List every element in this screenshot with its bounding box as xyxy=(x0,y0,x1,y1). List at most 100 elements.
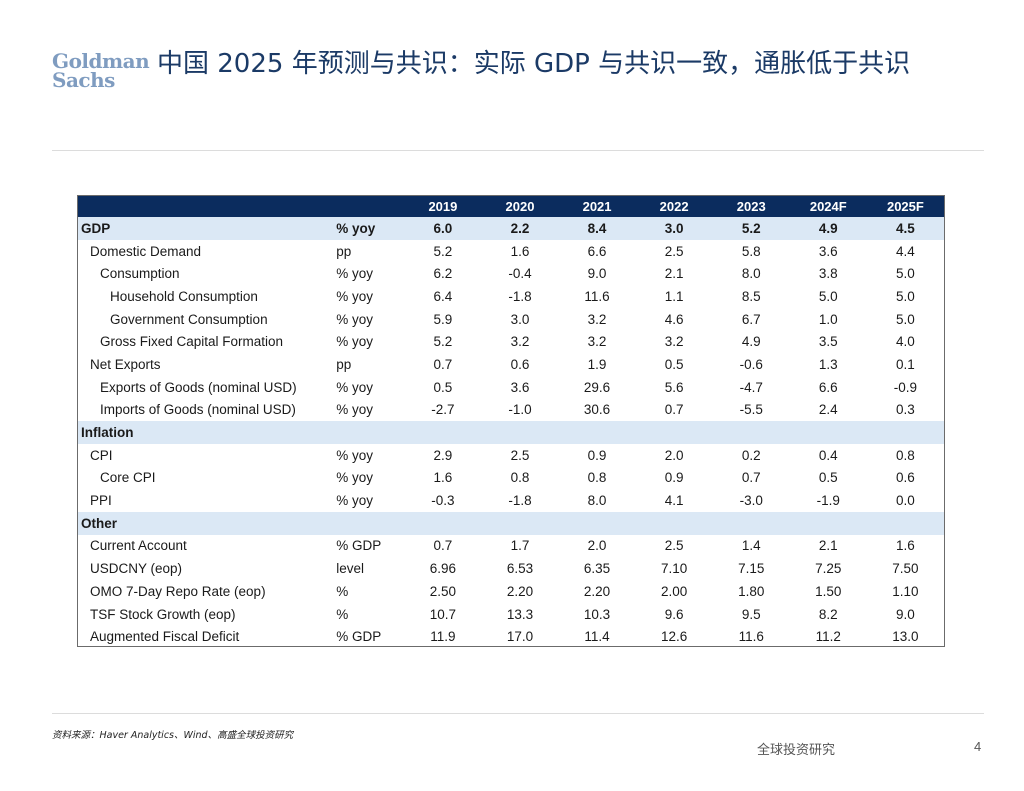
value-cell: 11.9 xyxy=(430,629,456,645)
value-cell: 17.0 xyxy=(506,629,534,645)
table-row: Current Account % GDP 0.7 1.7 2.0 2.5 1.4 2.1 1.… xyxy=(78,535,944,558)
value-cell: 5.2 xyxy=(433,334,453,350)
value-cell xyxy=(789,511,867,535)
value-cell: 8.2 xyxy=(818,606,838,622)
row-unit: % yoy xyxy=(334,217,405,240)
header-unit-cell xyxy=(334,196,404,217)
value-cell: 1.10 xyxy=(892,583,919,599)
value-cell: -1.8 xyxy=(508,288,532,304)
value-cell: 6.0 xyxy=(404,217,482,240)
value-cell: 6.35 xyxy=(583,561,611,577)
header-year: 2024F xyxy=(809,199,847,214)
value-cell: -3.0 xyxy=(739,493,763,509)
value-cell: 3.8 xyxy=(818,266,838,282)
value-cell: -5.5 xyxy=(739,402,763,418)
value-cell: 1.80 xyxy=(738,583,765,599)
value-cell: -0.9 xyxy=(893,379,918,395)
value-cell: -0.3 xyxy=(431,493,455,509)
value-cell: 0.5 xyxy=(664,356,684,372)
header-year: 2019 xyxy=(428,199,458,214)
value-cell: 5.0 xyxy=(818,288,838,304)
value-cell: 1.0 xyxy=(818,311,838,327)
value-cell xyxy=(866,511,944,535)
row-unit: level xyxy=(336,561,365,577)
header-year: 2023 xyxy=(736,199,766,214)
table-row: Exports of Goods (nominal USD) % yoy 0.5 3.… xyxy=(78,376,944,399)
row-unit: % GDP xyxy=(336,629,382,645)
row-label: Exports of Goods (nominal USD) xyxy=(100,379,297,395)
value-cell: 4.9 xyxy=(789,217,867,240)
value-cell: 12.6 xyxy=(660,629,688,645)
row-unit: % yoy xyxy=(336,493,374,509)
table-row: OMO 7-Day Repo Rate (eop)% 2.50 2.20 2.20 2.… xyxy=(78,580,944,603)
table-row: GDP% yoy 6.0 2.2 8.4 3.0 5.2 4.9 4.5 xyxy=(78,217,944,240)
value-cell: 11.6 xyxy=(584,288,610,304)
row-label: Core CPI xyxy=(100,470,156,486)
value-cell: 6.2 xyxy=(433,266,453,282)
value-cell: 0.3 xyxy=(896,402,915,418)
value-cell: 0.0 xyxy=(896,493,915,509)
value-cell: 1.6 xyxy=(510,243,530,259)
value-cell: 3.2 xyxy=(587,311,607,327)
table-row: TSF Stock Growth (eop)% 10.7 13.3 10.3 9.6 9.… xyxy=(78,603,944,626)
goldman-sachs-logo: Goldman Sachs xyxy=(52,51,150,90)
value-cell: 0.8 xyxy=(587,470,607,486)
row-unit: % yoy xyxy=(336,470,374,486)
value-cell: 2.5 xyxy=(664,243,684,259)
header-year: 2021 xyxy=(582,199,612,214)
row-label: Consumption xyxy=(100,266,180,282)
value-cell: 0.7 xyxy=(664,402,684,418)
table-section-row: Inflation xyxy=(78,421,944,444)
value-cell: 29.6 xyxy=(583,379,611,395)
row-unit: % yoy xyxy=(336,402,374,418)
table-section-row: Other xyxy=(78,511,944,535)
value-cell: 0.7 xyxy=(433,356,453,372)
value-cell: 4.4 xyxy=(896,243,915,259)
value-cell: -1.8 xyxy=(508,493,532,509)
row-unit: % yoy xyxy=(336,288,374,304)
value-cell: 5.2 xyxy=(712,217,790,240)
value-cell: 5.8 xyxy=(741,243,761,259)
value-cell: 0.4 xyxy=(818,447,838,463)
value-cell: 0.9 xyxy=(664,470,684,486)
value-cell: 0.1 xyxy=(896,356,915,372)
value-cell: 1.6 xyxy=(896,538,915,554)
value-cell xyxy=(481,421,559,444)
value-cell: 2.5 xyxy=(510,447,530,463)
value-cell: 3.0 xyxy=(635,217,713,240)
value-cell: 11.4 xyxy=(584,629,610,645)
value-cell: 1.6 xyxy=(433,470,453,486)
value-cell: 2.20 xyxy=(583,583,611,599)
value-cell: 9.0 xyxy=(896,606,915,622)
value-cell: 2.00 xyxy=(660,583,688,599)
value-cell: 5.0 xyxy=(896,311,915,327)
value-cell xyxy=(712,511,790,535)
row-unit: % yoy xyxy=(336,266,374,282)
value-cell: 11.6 xyxy=(738,629,764,645)
value-cell xyxy=(789,421,867,444)
value-cell: 5.6 xyxy=(664,379,684,395)
value-cell: 5.0 xyxy=(896,288,915,304)
value-cell: 0.6 xyxy=(896,470,915,486)
value-cell: 6.6 xyxy=(587,243,607,259)
row-unit: % yoy xyxy=(336,379,374,395)
value-cell xyxy=(635,421,713,444)
value-cell: 4.5 xyxy=(866,217,944,240)
bottom-divider xyxy=(52,713,984,714)
value-cell: 11.2 xyxy=(815,629,841,645)
value-cell: 0.7 xyxy=(433,538,453,554)
value-cell: 0.2 xyxy=(741,447,761,463)
row-label: Gross Fixed Capital Formation xyxy=(100,334,284,350)
value-cell: 0.8 xyxy=(896,447,915,463)
table-header-row: 2019 2020 2021 2022 2023 2024F 2025F xyxy=(78,196,944,217)
value-cell: 0.5 xyxy=(818,470,838,486)
value-cell: 1.50 xyxy=(815,583,842,599)
table-row: Imports of Goods (nominal USD) % yoy -2.7 -… xyxy=(78,399,944,422)
value-cell: 2.5 xyxy=(664,538,684,554)
value-cell: 8.5 xyxy=(741,288,761,304)
value-cell: 2.50 xyxy=(429,583,457,599)
value-cell: 4.9 xyxy=(741,334,761,350)
table-row: Consumption % yoy 6.2 -0.4 9.0 2.1 8.0 3.8 5.0 xyxy=(78,262,944,285)
table-row: Government Consumption % yoy 5.9 3.0 3.2 4.6 6… xyxy=(78,308,944,331)
value-cell: 1.7 xyxy=(510,538,530,554)
